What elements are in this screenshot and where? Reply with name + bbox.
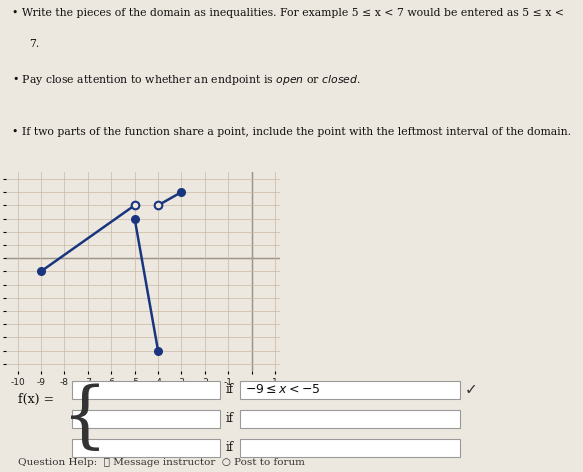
FancyBboxPatch shape (72, 439, 220, 457)
FancyBboxPatch shape (72, 410, 220, 428)
Text: if: if (226, 441, 234, 455)
Text: 7.: 7. (29, 39, 39, 49)
FancyBboxPatch shape (240, 439, 460, 457)
Text: $-9 \leq x < -5$: $-9 \leq x < -5$ (245, 383, 321, 396)
FancyBboxPatch shape (240, 381, 460, 399)
Text: if: if (226, 413, 234, 425)
Text: ✓: ✓ (465, 382, 477, 397)
Text: f(x) =: f(x) = (18, 393, 54, 406)
Text: Question Help:  ✉ Message instructor  ○ Post to forum: Question Help: ✉ Message instructor ○ Po… (18, 458, 305, 467)
Text: • Pay close attention to whether an endpoint is $\it{open}$ or $\it{closed}$.: • Pay close attention to whether an endp… (12, 73, 360, 87)
Text: • Write the pieces of the domain as inequalities. For example 5 ≤ x < 7 would be: • Write the pieces of the domain as ineq… (12, 8, 564, 18)
Text: • If two parts of the function share a point, include the point with the leftmos: • If two parts of the function share a p… (12, 127, 571, 137)
FancyBboxPatch shape (240, 410, 460, 428)
Text: if: if (226, 383, 234, 396)
FancyBboxPatch shape (72, 381, 220, 399)
Text: {: { (62, 384, 108, 454)
